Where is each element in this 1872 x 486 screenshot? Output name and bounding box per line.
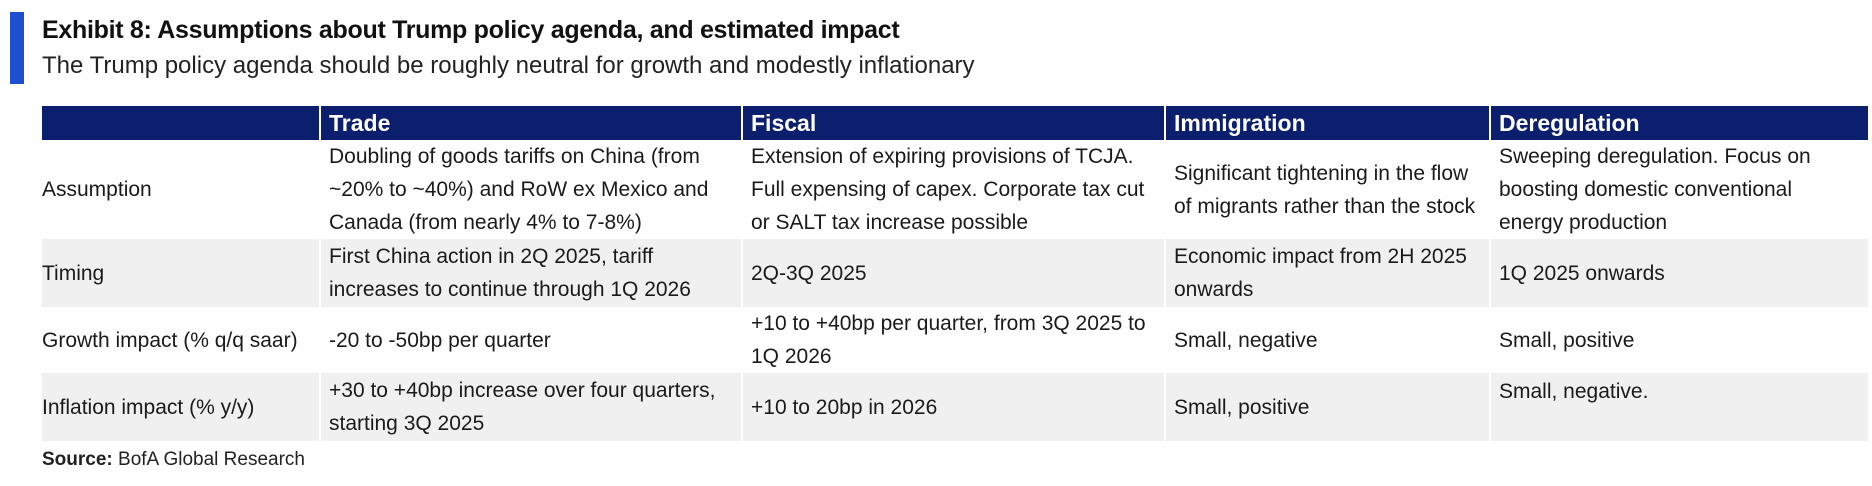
header-row-label [42,106,320,140]
header-deregulation: Deregulation [1489,106,1868,140]
exhibit-title: Exhibit 8: Assumptions about Trump polic… [42,16,900,44]
cell-assumption-deregulation: Sweeping deregulation. Focus on boosting… [1489,140,1868,239]
table-row-assumption: Assumption Doubling of goods tariffs on … [42,140,1868,239]
cell-growth-immigration: Small, negative [1164,307,1490,373]
source-text: BofA Global Research [118,449,305,470]
cell-timing-trade: First China action in 2Q 2025, tariff in… [319,239,742,307]
table-body: Assumption Doubling of goods tariffs on … [42,140,1868,441]
cell-inflation-immigration: Small, positive [1164,373,1490,441]
cell-assumption-fiscal: Extension of expiring provisions of TCJA… [741,140,1165,239]
table-row-timing: Timing First China action in 2Q 2025, ta… [42,239,1868,307]
accent-bar [10,12,24,84]
row-label-timing: Timing [42,261,105,285]
table-header: Trade Fiscal Immigration Deregulation [42,106,1868,140]
table-row-inflation-impact: Inflation impact (% y/y) +30 to +40bp in… [42,373,1868,441]
row-label-growth-impact: Growth impact (% q/q saar) [42,328,298,352]
cell-inflation-fiscal: +10 to 20bp in 2026 [741,373,1165,441]
header-trade: Trade [319,106,742,140]
header-row: Trade Fiscal Immigration Deregulation [42,106,1868,140]
cell-inflation-deregulation: Small, negative. [1489,373,1868,441]
cell-inflation-trade: +30 to +40bp increase over four quarters… [319,373,742,441]
policy-assumptions-table: Trade Fiscal Immigration Deregulation As… [42,106,1868,441]
cell-assumption-immigration: Significant tightening in the flow of mi… [1164,140,1490,239]
source-note: Source: BofA Global Research [42,449,305,471]
source-label: Source: [42,449,113,470]
header-fiscal: Fiscal [741,106,1165,140]
cell-growth-trade: -20 to -50bp per quarter [319,307,742,373]
row-label-assumption: Assumption [42,178,152,201]
exhibit-subtitle: The Trump policy agenda should be roughl… [42,52,975,79]
table-row-growth-impact: Growth impact (% q/q saar) -20 to -50bp … [42,307,1868,373]
cell-timing-immigration: Economic impact from 2H 2025 onwards [1164,239,1490,307]
cell-growth-fiscal: +10 to +40bp per quarter, from 3Q 2025 t… [741,307,1165,373]
row-label-inflation-impact: Inflation impact (% y/y) [42,395,255,419]
cell-timing-deregulation: 1Q 2025 onwards [1489,239,1868,307]
cell-growth-deregulation: Small, positive [1489,307,1868,373]
cell-timing-fiscal: 2Q-3Q 2025 [741,239,1165,307]
cell-assumption-trade: Doubling of goods tariffs on China (from… [319,140,742,239]
header-immigration: Immigration [1164,106,1490,140]
